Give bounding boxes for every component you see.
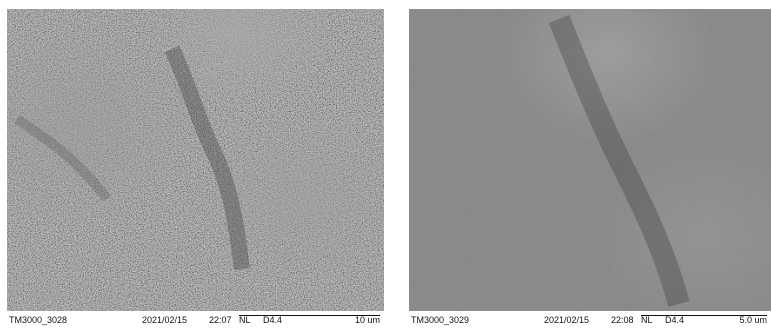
- acquisition-time: 22:08: [611, 315, 634, 325]
- scale-bar: [641, 315, 767, 316]
- scale-label: 5.0 um: [739, 315, 767, 325]
- acquisition-date: 2021/02/15: [142, 315, 188, 325]
- sem-databar-right: TM3000_3029 2021/02/15 22:08 NL D4.4 5.0…: [409, 311, 771, 329]
- imaging-mode: NL: [641, 315, 653, 325]
- image-id: TM3000_3029: [411, 315, 470, 325]
- acquisition-date: 2021/02/15: [544, 315, 590, 325]
- sem-databar-left: TM3000_3028 2021/02/15 22:07 NL D4.4 10 …: [7, 311, 384, 329]
- sem-micrograph-right: TM3000_3029 2021/02/15 22:08 NL D4.4 5.0…: [409, 9, 771, 329]
- scale-label: 10 um: [354, 315, 380, 325]
- working-distance: D4.4: [263, 315, 283, 325]
- sem-image-left: [7, 9, 384, 311]
- sem-image-right: [409, 9, 771, 311]
- image-id: TM3000_3028: [9, 315, 68, 325]
- imaging-mode: NL: [239, 315, 251, 325]
- acquisition-time: 22:07: [209, 315, 232, 325]
- scale-bar: [239, 315, 380, 316]
- working-distance: D4.4: [665, 315, 685, 325]
- sem-micrograph-left: TM3000_3028 2021/02/15 22:07 NL D4.4 10 …: [7, 9, 384, 329]
